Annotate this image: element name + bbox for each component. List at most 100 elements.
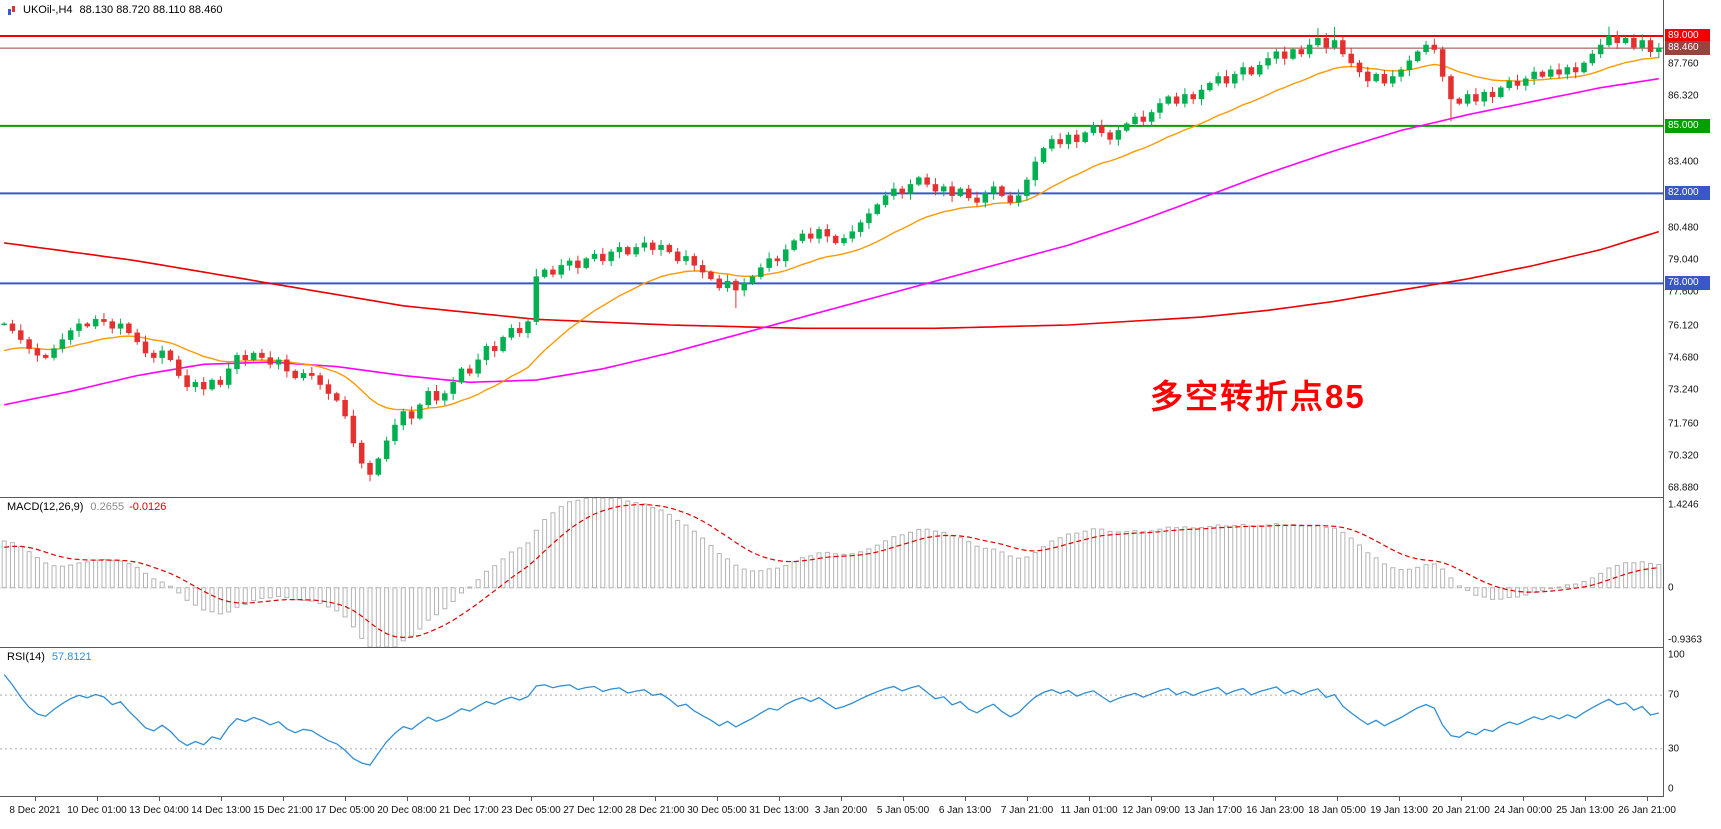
time-axis-label: 26 Jan 21:00	[1618, 805, 1676, 816]
time-axis-label: 3 Jan 20:00	[814, 805, 868, 816]
time-axis-label: 12 Jan 09:00	[1122, 805, 1180, 816]
chart-symbol-icon	[8, 5, 15, 15]
time-axis-label: 30 Dec 05:00	[687, 805, 747, 816]
time-axis-tick	[345, 797, 346, 801]
rsi-indicator-panel[interactable]: RSI(14) 57.8121	[0, 648, 1663, 796]
time-axis-label: 13 Jan 17:00	[1184, 805, 1242, 816]
price-tick-label: 77.600	[1668, 286, 1699, 298]
price-tick-label: 83.400	[1668, 156, 1699, 168]
time-axis-label: 6 Jan 13:00	[938, 805, 992, 816]
price-tick-label: 76.120	[1668, 320, 1699, 332]
time-axis-label: 11 Jan 01:00	[1060, 805, 1118, 816]
price-level-badge: 78.000	[1665, 276, 1710, 291]
main-chart-panel[interactable]: UKOil-,H4 88.130 88.720 88.110 88.460 多空…	[0, 0, 1663, 497]
symbol-timeframe-label: UKOil-,H4	[23, 4, 73, 16]
macd-axis-label: 0	[1668, 582, 1674, 594]
price-level-badge: 82.000	[1665, 186, 1710, 201]
time-axis-label: 20 Dec 08:00	[377, 805, 437, 816]
macd-axis-label: -0.9363	[1668, 634, 1702, 646]
time-axis-tick	[159, 797, 160, 801]
price-axis-separator	[1663, 0, 1664, 797]
time-axis-label: 20 Jan 21:00	[1432, 805, 1490, 816]
rsi-value: 57.8121	[51, 651, 92, 663]
time-axis-tick	[1275, 797, 1276, 801]
rsi-axis-label: 0	[1668, 783, 1674, 795]
time-axis-label: 13 Dec 04:00	[129, 805, 189, 816]
panel-separator[interactable]	[0, 497, 1721, 498]
price-tick-label: 80.480	[1668, 222, 1699, 234]
time-axis-tick	[283, 797, 284, 801]
time-axis-tick	[97, 797, 98, 801]
time-axis-tick	[35, 797, 36, 801]
time-axis-tick	[1151, 797, 1152, 801]
macd-chart-canvas[interactable]	[0, 498, 1663, 647]
time-axis-label: 16 Jan 23:00	[1246, 805, 1304, 816]
price-tick-label: 68.880	[1668, 482, 1699, 494]
macd-indicator-panel[interactable]: MACD(12,26,9) 0.2655 -0.0126	[0, 498, 1663, 647]
price-tick-label: 71.760	[1668, 418, 1699, 430]
price-level-badge: 89.000	[1665, 28, 1710, 43]
time-axis-tick	[717, 797, 718, 801]
time-axis-tick	[1089, 797, 1090, 801]
time-axis-label: 28 Dec 21:00	[625, 805, 685, 816]
price-level-badge: 85.000	[1665, 118, 1710, 133]
time-axis-tick	[1523, 797, 1524, 801]
ohlc-values: 88.130 88.720 88.110 88.460	[79, 4, 223, 16]
time-axis-tick	[1027, 797, 1028, 801]
time-axis-tick	[469, 797, 470, 801]
time-axis-tick	[841, 797, 842, 801]
time-axis-tick	[655, 797, 656, 801]
price-tick-label: 79.040	[1668, 254, 1699, 266]
time-axis-tick	[903, 797, 904, 801]
time-axis-tick	[1647, 797, 1648, 801]
time-axis-label: 7 Jan 21:00	[1000, 805, 1054, 816]
time-axis-tick	[1461, 797, 1462, 801]
rsi-label: RSI(14) 57.8121	[7, 651, 92, 663]
rsi-axis-label: 30	[1668, 743, 1680, 755]
time-axis-label: 14 Dec 13:00	[191, 805, 251, 816]
time-axis-tick	[779, 797, 780, 801]
price-tick-label: 70.320	[1668, 450, 1699, 462]
annotation-text[interactable]: 多空转折点85	[1150, 378, 1366, 415]
time-axis-tick	[1213, 797, 1214, 801]
time-axis-label: 17 Dec 05:00	[315, 805, 375, 816]
time-axis[interactable]: 8 Dec 2021 10 Dec 01:00 13 Dec 04:00 14 Dec…	[0, 797, 1721, 829]
macd-name: MACD(12,26,9)	[7, 501, 84, 513]
time-axis-tick	[593, 797, 594, 801]
rsi-axis-label: 100	[1668, 649, 1685, 661]
time-axis-label: 19 Jan 13:00	[1370, 805, 1428, 816]
time-axis-label: 18 Jan 05:00	[1308, 805, 1366, 816]
time-axis-label: 27 Dec 12:00	[563, 805, 623, 816]
panel-separator[interactable]	[0, 796, 1721, 797]
price-axis[interactable]: 87.760 86.320 83.400 80.480 79.040 77.600 76.1…	[1664, 0, 1721, 797]
time-axis-label: 15 Dec 21:00	[253, 805, 313, 816]
rsi-name: RSI(14)	[7, 651, 45, 663]
time-axis-label: 21 Dec 17:00	[439, 805, 499, 816]
time-axis-tick	[221, 797, 222, 801]
time-axis-label: 8 Dec 2021	[9, 805, 61, 816]
chart-title: UKOil-,H4 88.130 88.720 88.110 88.460	[7, 4, 222, 16]
price-level-badge: 88.460	[1665, 41, 1710, 56]
macd-main-value: 0.2655	[90, 501, 125, 513]
time-axis-tick	[965, 797, 966, 801]
candlestick-chart-canvas[interactable]	[0, 0, 1663, 497]
time-axis-label: 24 Jan 00:00	[1494, 805, 1552, 816]
time-axis-tick	[1337, 797, 1338, 801]
rsi-chart-canvas[interactable]	[0, 648, 1663, 796]
macd-axis-label: 1.4246	[1668, 499, 1699, 511]
price-tick-label: 73.240	[1668, 384, 1699, 396]
time-axis-tick	[407, 797, 408, 801]
time-axis-label: 25 Jan 13:00	[1556, 805, 1614, 816]
time-axis-label: 31 Dec 13:00	[749, 805, 809, 816]
macd-signal-value: -0.0126	[129, 501, 167, 513]
time-axis-tick	[1399, 797, 1400, 801]
macd-label: MACD(12,26,9) 0.2655 -0.0126	[7, 501, 166, 513]
rsi-axis-label: 70	[1668, 689, 1680, 701]
price-tick-label: 86.320	[1668, 90, 1699, 102]
price-tick-label: 87.760	[1668, 58, 1699, 70]
time-axis-label: 5 Jan 05:00	[876, 805, 930, 816]
time-axis-tick	[1585, 797, 1586, 801]
panel-separator[interactable]	[0, 647, 1721, 648]
price-tick-label: 74.680	[1668, 352, 1699, 364]
